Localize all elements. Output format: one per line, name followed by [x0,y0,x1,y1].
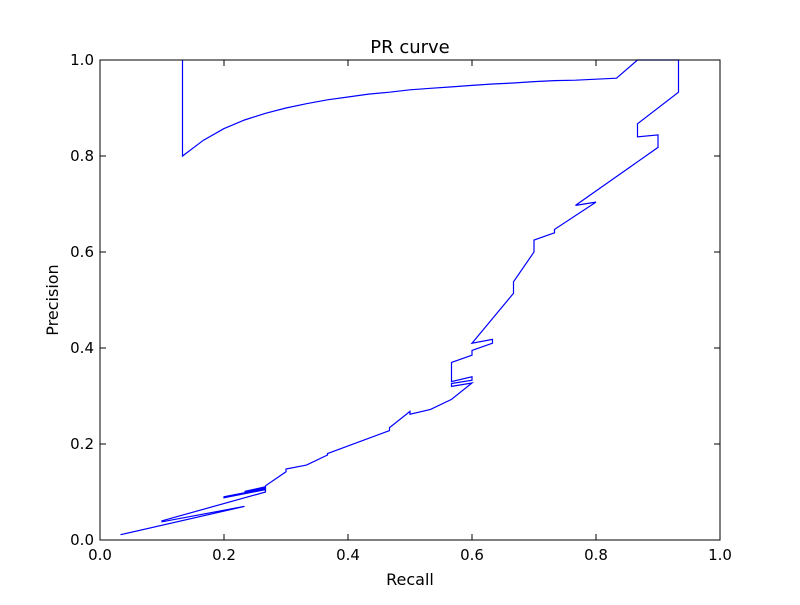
x-tick-label: 0.0 [88,546,112,564]
y-tick-label: 0.0 [70,531,94,549]
y-tick-label: 0.8 [70,147,94,165]
y-tick-label: 0.2 [70,435,94,453]
y-axis-label: Precision [43,264,62,335]
plot-frame [99,59,721,541]
x-tick-label: 0.8 [584,546,608,564]
plot-layer [120,59,680,536]
ticks-layer: 0.0 0.2 0.4 0.6 0.8 1.0 0.0 0.2 0.4 0.6 0.8 1.0 [70,51,732,564]
y-tick-label: 0.6 [70,243,94,261]
y-tick-label: 1.0 [70,51,94,69]
y-tick-label: 0.4 [70,339,94,357]
chart-title: PR curve [370,37,450,58]
x-axis-label: Recall [386,570,434,589]
x-tick-label: 0.2 [212,546,236,564]
pr-curve-line-series-0 [120,59,680,536]
x-tick-label: 0.6 [460,546,484,564]
x-tick-label: 1.0 [708,546,732,564]
x-tick-label: 0.4 [336,546,360,564]
